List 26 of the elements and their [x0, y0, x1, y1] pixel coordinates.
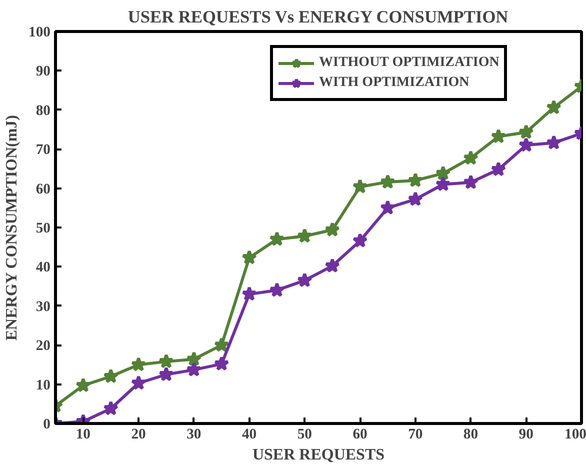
x-tick-label: 90 — [518, 426, 534, 442]
x-tick-label: 30 — [186, 426, 202, 442]
x-tick-label: 100 — [564, 426, 586, 442]
y-tick-label: 10 — [36, 377, 50, 394]
x-tick-label: 40 — [242, 426, 257, 442]
legend-label: WITHOUT OPTIMIZATION — [319, 55, 500, 71]
x-tick-label: 60 — [352, 426, 368, 442]
x-tick-label: 80 — [463, 426, 478, 442]
y-tick-label: 30 — [36, 298, 50, 315]
x-tick-label: 20 — [131, 426, 146, 442]
y-axis-title: ENERGY CONSUMPTION(mJ) — [4, 114, 21, 341]
y-tick-label: 70 — [36, 142, 50, 158]
y-tick-label: 90 — [36, 64, 50, 80]
legend-label: WITH OPTIMIZATION — [319, 75, 470, 91]
chart-title: USER REQUESTS Vs ENERGY CONSUMPTION — [128, 8, 509, 26]
x-tick-label: 50 — [297, 426, 312, 442]
y-tick-label: 50 — [36, 220, 50, 236]
y-tick-label: 0 — [43, 416, 50, 432]
y-tick-label: 100 — [28, 24, 50, 40]
y-tick-label: 20 — [36, 338, 50, 354]
y-tick-label: 40 — [36, 260, 50, 276]
x-tick-label: 10 — [76, 426, 91, 442]
y-tick-label: 80 — [36, 102, 50, 119]
y-tick-label: 60 — [36, 181, 50, 198]
x-axis-title: USER REQUESTS — [252, 446, 385, 464]
x-tick-label: 70 — [408, 426, 423, 442]
